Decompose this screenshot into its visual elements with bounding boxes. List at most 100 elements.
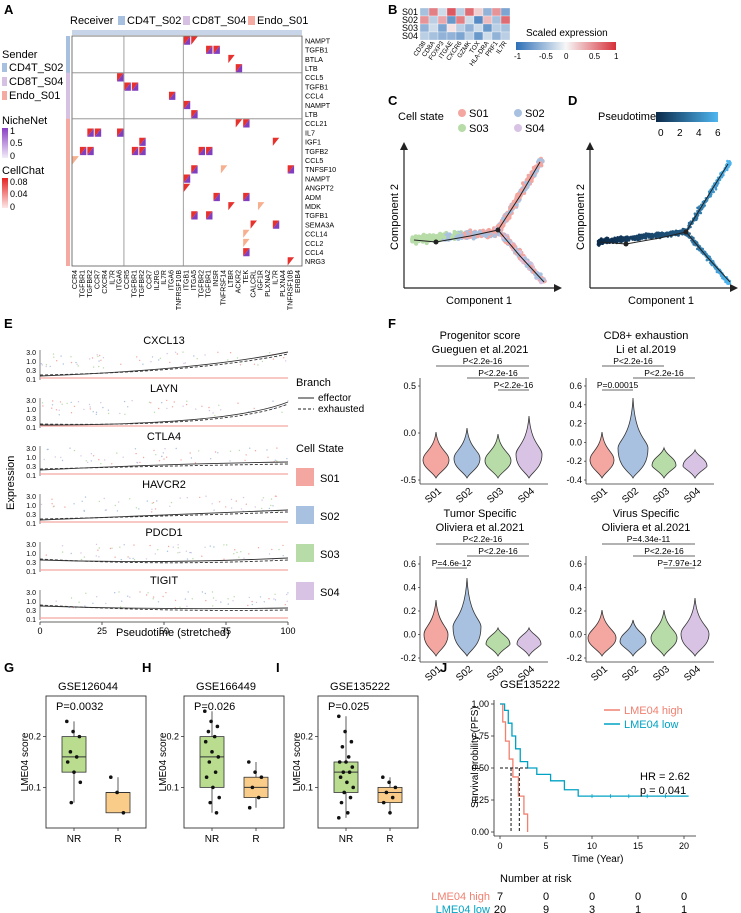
boxplot-point xyxy=(217,795,221,800)
pseudotime-tick: 6 xyxy=(715,128,721,139)
heatmap-cell xyxy=(428,15,439,25)
boxplot-group-label: NR xyxy=(339,834,353,845)
cellchat-triangle xyxy=(131,82,139,91)
expression-dot xyxy=(157,549,159,551)
gene-title: CXCL13 xyxy=(143,335,185,347)
cell-point xyxy=(492,233,497,238)
pseudotime-tick: 0 xyxy=(658,128,664,139)
cell-point xyxy=(514,202,519,207)
expression-dot xyxy=(102,406,104,409)
boxplot-group-label: NR xyxy=(205,834,219,845)
expression-dot xyxy=(58,409,60,411)
gene-title: LAYN xyxy=(150,383,178,395)
expression-dot xyxy=(195,408,197,410)
boxplot-box xyxy=(105,792,131,814)
panel-label-c: C xyxy=(388,93,398,108)
risk-table: LME04 high 7 0 0 0 0 LME04 low 20 9 3 1 1 xyxy=(431,891,687,913)
receptor-labels: CCR4 TGFBR1 TGFBR2 CCR7 CXCR4 IL7R ITGA6 CCR5 TG… xyxy=(72,270,302,310)
nichenet-triangle xyxy=(206,146,213,156)
cellchat-triangle xyxy=(183,183,191,192)
boxplot-point xyxy=(344,760,348,764)
expression-dot xyxy=(111,463,113,465)
expression-dot xyxy=(85,460,87,462)
expression-dot xyxy=(98,556,100,558)
expression-dot xyxy=(232,600,234,602)
sender-label: CD4T_S02 xyxy=(9,62,63,74)
pseudotime-point xyxy=(677,234,680,237)
boxplot-pvalue: P=0.0032 xyxy=(56,701,103,713)
expression-dot xyxy=(223,544,225,546)
expression-dot xyxy=(164,448,166,450)
heatmap-row-label: S03 xyxy=(402,23,418,33)
expression-dot xyxy=(96,596,98,598)
heatmap-cell xyxy=(464,23,475,33)
violin-y-tick: 0.2 xyxy=(569,419,582,429)
risk-value: 3 xyxy=(589,904,595,913)
e-y-tick: 3.0 xyxy=(26,494,36,501)
pseudotime-point xyxy=(614,238,618,242)
effector-trend xyxy=(39,461,289,471)
expression-dot xyxy=(262,497,265,499)
expression-dot xyxy=(268,598,270,600)
branch-effector-label: effector xyxy=(318,393,352,404)
e-x-label: Pseudotime (stretched) xyxy=(116,627,230,639)
violin-y-tick: 0.4 xyxy=(569,583,582,593)
gene-title: PDCD1 xyxy=(145,527,182,539)
expression-dot xyxy=(147,592,149,594)
nichenet-triangle xyxy=(183,100,191,110)
expression-dot xyxy=(227,598,229,600)
expression-dot xyxy=(272,408,274,410)
receptor-label: PLXNA2 xyxy=(265,270,272,297)
risk-value: 0 xyxy=(589,891,595,903)
expression-dot xyxy=(251,603,253,606)
boxplot-pvalue: P=0.026 xyxy=(194,701,235,713)
panel-label-d: D xyxy=(568,93,577,108)
ligand-label: ANGPT2 xyxy=(305,184,334,193)
expression-dot xyxy=(100,463,102,465)
cellchat-triangle xyxy=(131,146,139,156)
nichenet-triangle xyxy=(168,91,176,100)
violin-y-tick: 0.2 xyxy=(569,606,582,616)
cellchat-triangle xyxy=(272,220,280,229)
expression-dot xyxy=(133,559,136,561)
expression-dot xyxy=(225,506,227,508)
expression-dot xyxy=(129,557,131,559)
boxplot-point xyxy=(347,770,352,774)
heatmap-legend-tick: 1 xyxy=(614,52,619,61)
expression-dot xyxy=(196,358,198,360)
nichenet-triangle xyxy=(117,73,124,82)
cell-point xyxy=(535,168,540,173)
e-y-tick: 0.3 xyxy=(26,560,36,567)
expression-dot xyxy=(171,406,174,408)
heatmap-cell xyxy=(428,23,439,33)
km-x-tick: 20 xyxy=(679,841,689,851)
pseudotime-point xyxy=(601,242,604,246)
cell-point xyxy=(450,234,455,239)
expression-dot xyxy=(233,553,235,555)
heatmap-cell xyxy=(455,31,466,41)
km-y-label: Survival probility (PFS) xyxy=(470,706,481,808)
violin-category: S02 xyxy=(454,486,475,506)
expression-dot xyxy=(51,503,53,505)
e-x-tick: 50 xyxy=(159,626,169,636)
branch-legend-title: Branch xyxy=(296,377,331,389)
exhausted-trend xyxy=(39,353,289,376)
heatmap-cell xyxy=(437,23,448,33)
branch-exhausted-label: exhausted xyxy=(318,404,364,415)
heatmap-col-label: IL7R xyxy=(495,40,509,56)
expression-dot xyxy=(174,599,177,602)
trajectory-line xyxy=(685,231,731,283)
violin-title: Progenitor score xyxy=(440,330,521,342)
significance-pvalue: P<2.2e-16 xyxy=(463,534,503,544)
boxplot-point xyxy=(71,729,75,734)
heatmap-legend-tick: 0 xyxy=(564,52,569,61)
expression-dot xyxy=(119,606,122,608)
expression-dot xyxy=(90,460,93,462)
expression-dot xyxy=(189,452,191,454)
violin-y-tick: -0.2 xyxy=(566,653,582,663)
boxplot-point xyxy=(121,810,126,815)
ligand-label: TGFB1 xyxy=(305,82,328,91)
heatmap-cell xyxy=(482,31,493,41)
km-curve-high xyxy=(500,703,529,832)
risk-value: 20 xyxy=(494,904,506,913)
